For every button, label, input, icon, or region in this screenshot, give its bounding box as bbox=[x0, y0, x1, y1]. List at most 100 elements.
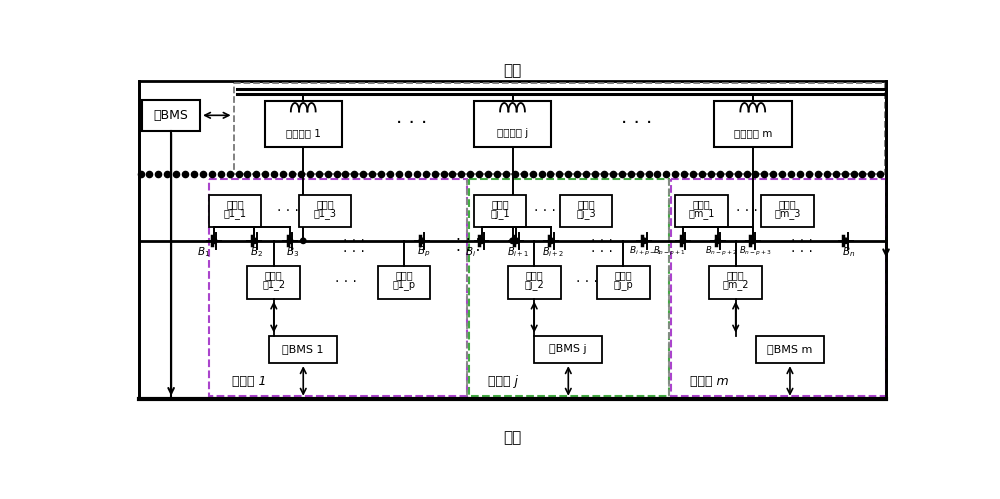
Point bbox=[649, 170, 665, 178]
Text: $B_2$: $B_2$ bbox=[250, 245, 263, 258]
Point bbox=[346, 170, 362, 178]
Point bbox=[810, 170, 826, 178]
Point bbox=[141, 170, 157, 178]
Bar bbox=[234, 83, 885, 174]
Point bbox=[756, 170, 772, 178]
Point bbox=[605, 170, 621, 178]
Circle shape bbox=[715, 238, 721, 244]
Point bbox=[231, 170, 247, 178]
Point bbox=[204, 170, 220, 178]
Bar bbox=[714, 101, 792, 147]
Point bbox=[186, 170, 202, 178]
Point bbox=[311, 170, 327, 178]
Text: 路j_3: 路j_3 bbox=[576, 208, 596, 219]
Text: $B_{i+2}$: $B_{i+2}$ bbox=[542, 245, 564, 258]
Point bbox=[792, 170, 808, 178]
Point bbox=[257, 170, 273, 178]
Text: 底层电: 底层电 bbox=[316, 199, 334, 209]
Point bbox=[632, 170, 648, 178]
Point bbox=[391, 170, 407, 178]
Text: · · ·: · · · bbox=[576, 275, 598, 289]
Point bbox=[516, 170, 532, 178]
Text: 路1_2: 路1_2 bbox=[262, 279, 285, 290]
Point bbox=[284, 170, 300, 178]
Circle shape bbox=[252, 238, 257, 244]
Point bbox=[747, 170, 763, 178]
Text: · · ·: · · · bbox=[456, 234, 481, 249]
Point bbox=[248, 170, 264, 178]
Text: 底层电: 底层电 bbox=[395, 270, 413, 280]
Bar bbox=[756, 335, 824, 363]
Text: 从BMS m: 从BMS m bbox=[767, 344, 813, 354]
Point bbox=[551, 170, 567, 178]
Text: $B_{n-p+2}$: $B_{n-p+2}$ bbox=[705, 245, 737, 258]
Text: 路m_3: 路m_3 bbox=[774, 208, 801, 219]
Text: · · ·: · · · bbox=[591, 234, 613, 248]
Point bbox=[462, 170, 478, 178]
Text: 路m_1: 路m_1 bbox=[688, 208, 715, 219]
Point bbox=[418, 170, 434, 178]
Text: $B_{i+1}$: $B_{i+1}$ bbox=[507, 245, 529, 258]
Point bbox=[320, 170, 336, 178]
Point bbox=[213, 170, 229, 178]
Text: · · ·: · · · bbox=[396, 114, 427, 133]
Point bbox=[427, 170, 443, 178]
Text: · · ·: · · · bbox=[534, 204, 556, 218]
Bar bbox=[299, 195, 351, 227]
Text: 底层电: 底层电 bbox=[779, 199, 796, 209]
Text: · · ·: · · · bbox=[791, 234, 813, 248]
Text: 底层电: 底层电 bbox=[265, 270, 283, 280]
Point bbox=[195, 170, 211, 178]
Text: 顶层: 顶层 bbox=[503, 63, 522, 78]
Point bbox=[694, 170, 710, 178]
Point bbox=[854, 170, 870, 178]
Point bbox=[712, 170, 728, 178]
Point bbox=[453, 170, 469, 178]
Text: 顶层电路 j: 顶层电路 j bbox=[497, 128, 528, 138]
Circle shape bbox=[479, 238, 484, 244]
Point bbox=[730, 170, 746, 178]
Text: $B_3$: $B_3$ bbox=[286, 245, 299, 258]
Point bbox=[150, 170, 166, 178]
Text: 底层电: 底层电 bbox=[525, 270, 543, 280]
Point bbox=[623, 170, 639, 178]
Circle shape bbox=[287, 238, 293, 244]
Text: $B_i$: $B_i$ bbox=[465, 245, 476, 258]
Point bbox=[872, 170, 888, 178]
Point bbox=[828, 170, 844, 178]
Point bbox=[658, 170, 674, 178]
Text: 底层电: 底层电 bbox=[693, 199, 710, 209]
Text: · · ·: · · · bbox=[736, 204, 757, 218]
Point bbox=[373, 170, 389, 178]
Bar bbox=[209, 179, 467, 396]
Point bbox=[587, 170, 603, 178]
Point bbox=[489, 170, 505, 178]
Point bbox=[168, 170, 184, 178]
Text: 主BMS: 主BMS bbox=[154, 109, 189, 122]
Bar bbox=[474, 195, 526, 227]
Circle shape bbox=[680, 238, 686, 244]
Point bbox=[498, 170, 514, 178]
Point bbox=[293, 170, 309, 178]
Text: $B_{i+p-1}$: $B_{i+p-1}$ bbox=[629, 245, 662, 258]
Point bbox=[863, 170, 879, 178]
Text: 顶层电路 1: 顶层电路 1 bbox=[286, 128, 321, 138]
Text: · · ·: · · · bbox=[335, 275, 357, 289]
Text: 底层: 底层 bbox=[503, 430, 522, 445]
Point bbox=[578, 170, 594, 178]
Text: $B_n$: $B_n$ bbox=[842, 245, 855, 258]
Text: 从BMS 1: 从BMS 1 bbox=[283, 344, 324, 354]
Text: $B_{n-p+1}$: $B_{n-p+1}$ bbox=[653, 245, 685, 258]
Text: 路j_2: 路j_2 bbox=[524, 279, 544, 290]
Point bbox=[685, 170, 701, 178]
Point bbox=[614, 170, 630, 178]
Circle shape bbox=[510, 238, 515, 244]
Point bbox=[560, 170, 576, 178]
Bar bbox=[597, 266, 650, 298]
Bar bbox=[560, 195, 612, 227]
Text: 路1_1: 路1_1 bbox=[224, 208, 247, 219]
Point bbox=[721, 170, 737, 178]
Point bbox=[329, 170, 345, 178]
Bar bbox=[264, 101, 342, 147]
Text: 路1_3: 路1_3 bbox=[313, 208, 336, 219]
